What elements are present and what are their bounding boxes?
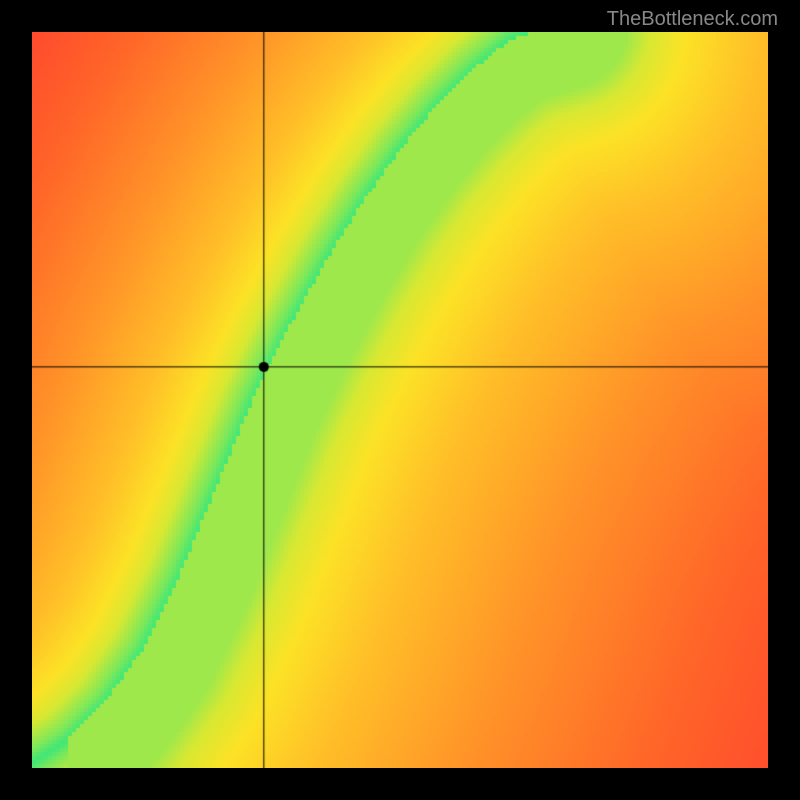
heatmap-chart xyxy=(32,32,768,768)
watermark-text: TheBottleneck.com xyxy=(607,8,778,31)
heatmap-canvas xyxy=(32,32,768,768)
